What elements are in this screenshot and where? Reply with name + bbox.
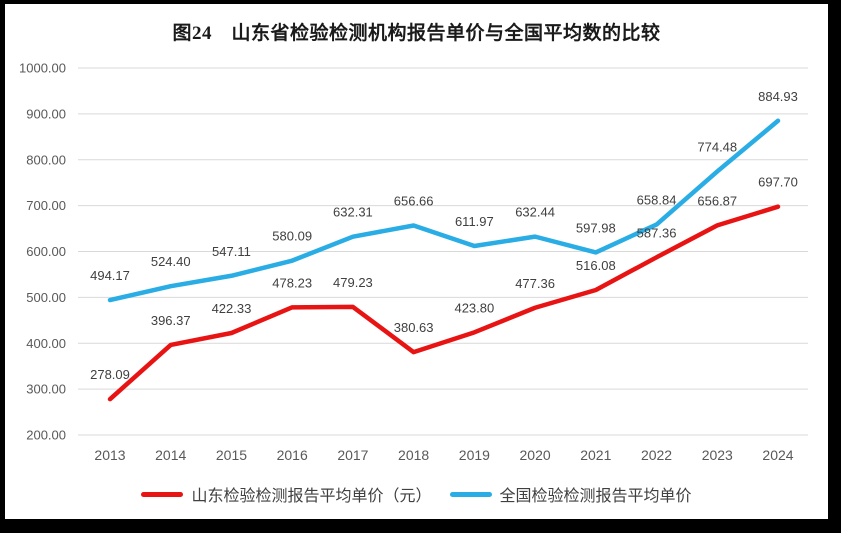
data-label-shandong: 422.33 <box>212 301 252 316</box>
data-label-national: 632.31 <box>333 205 373 220</box>
data-label-shandong: 278.09 <box>90 367 130 382</box>
data-label-national: 632.44 <box>515 205 555 220</box>
y-axis-tick-label: 300.00 <box>26 382 66 397</box>
data-label-national: 658.84 <box>637 193 677 208</box>
x-axis-tick-label: 2018 <box>398 447 429 463</box>
data-label-national: 884.93 <box>758 89 798 104</box>
data-label-shandong: 477.36 <box>515 276 555 291</box>
y-axis-tick-label: 200.00 <box>26 428 66 443</box>
y-axis-tick-label: 1000.00 <box>19 61 66 76</box>
legend-swatch-shandong-red-line <box>141 491 184 497</box>
data-label-shandong: 516.08 <box>576 258 616 273</box>
series-line-national <box>107 118 781 303</box>
legend-swatch-national-blue-line <box>449 491 492 497</box>
x-axis-tick-label: 2024 <box>762 447 793 463</box>
data-label-national: 494.17 <box>90 268 130 283</box>
line-chart: 1000.00 900.00 800.00 700.00 600.00 500.00 400… <box>19 61 808 463</box>
series-line-shandong <box>107 204 781 402</box>
y-axis-tick-label: 700.00 <box>26 198 66 213</box>
data-label-shandong: 396.37 <box>151 313 191 328</box>
data-label-national: 547.11 <box>212 244 251 259</box>
legend-item-shandong: 山东检验检测报告平均单价（元） <box>141 482 432 506</box>
data-label-national: 656.66 <box>394 194 434 209</box>
data-label-shandong: 587.36 <box>637 225 677 240</box>
x-axis-tick-label: 2014 <box>155 447 186 463</box>
data-label-shandong: 478.23 <box>272 275 312 290</box>
chart-legend: 山东检验检测报告平均单价（元） 全国检验检测报告平均单价 <box>5 482 828 506</box>
legend-item-national: 全国检验检测报告平均单价 <box>449 482 692 506</box>
x-axis-tick-label: 2019 <box>459 447 490 463</box>
x-axis-tick-label: 2023 <box>702 447 733 463</box>
x-axis-tick-label: 2020 <box>520 447 551 463</box>
data-label-national: 580.09 <box>272 229 312 244</box>
x-axis-tick-label: 2021 <box>580 447 611 463</box>
legend-label-shandong: 山东检验检测报告平均单价（元） <box>191 488 432 505</box>
data-label-shandong: 380.63 <box>394 320 434 335</box>
data-label-shandong: 479.23 <box>333 275 373 290</box>
x-axis-tick-label: 2013 <box>94 447 125 463</box>
data-label-shandong: 423.80 <box>454 300 494 315</box>
data-label-national: 774.48 <box>697 139 737 154</box>
y-axis-tick-label: 600.00 <box>26 244 66 259</box>
data-label-shandong: 697.70 <box>758 175 798 190</box>
y-axis-tick-label: 500.00 <box>26 290 66 305</box>
data-label-shandong: 656.87 <box>697 193 737 208</box>
y-axis-tick-label: 400.00 <box>26 336 66 351</box>
data-label-national: 611.97 <box>455 214 494 229</box>
data-label-national: 597.98 <box>576 220 616 235</box>
chart-title: 图24 山东省检验检测机构报告单价与全国平均数的比较 <box>172 23 661 44</box>
y-axis-tick-label: 900.00 <box>26 106 66 121</box>
x-axis-tick-label: 2017 <box>337 447 368 463</box>
x-axis-tick-label: 2016 <box>277 447 308 463</box>
y-axis-tick-label: 800.00 <box>26 152 66 167</box>
data-label-national: 524.40 <box>151 254 191 269</box>
legend-label-national: 全国检验检测报告平均单价 <box>499 488 692 505</box>
x-axis-tick-label: 2015 <box>216 447 247 463</box>
x-axis-tick-label: 2022 <box>641 447 672 463</box>
